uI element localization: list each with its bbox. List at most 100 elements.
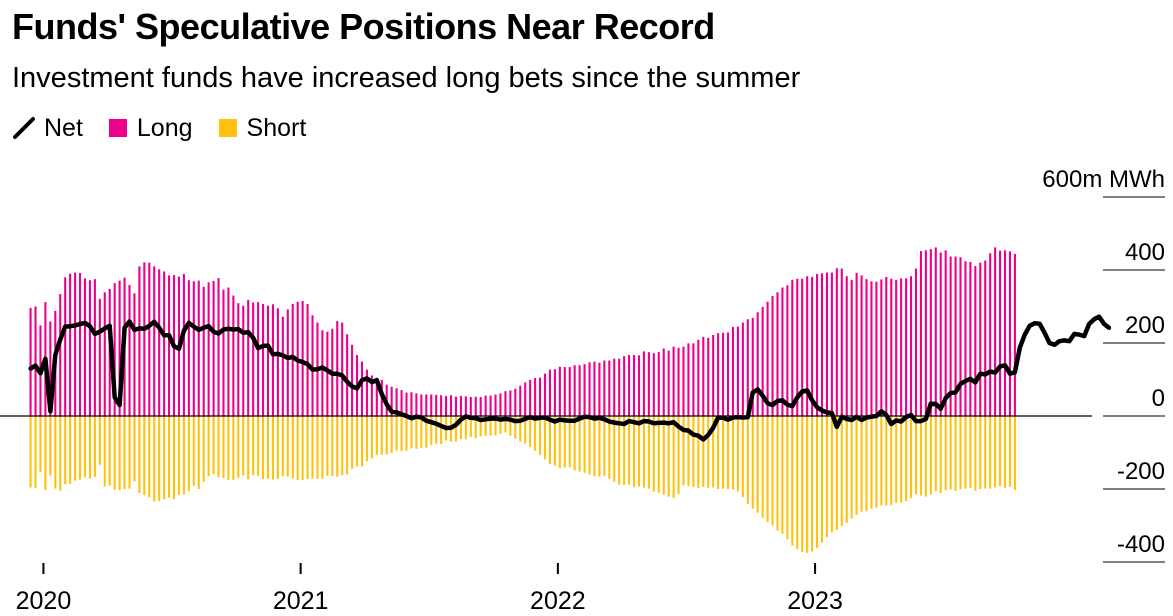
short-bar — [271, 416, 274, 480]
long-bar — [657, 352, 660, 416]
long-bar — [662, 348, 665, 416]
short-bar — [776, 416, 779, 531]
short-bar — [885, 416, 888, 506]
long-bar — [712, 334, 715, 416]
short-bar — [994, 416, 997, 488]
long-bar — [326, 331, 329, 416]
short-bar — [187, 416, 190, 492]
long-bar — [855, 272, 858, 416]
long-bar — [301, 301, 304, 416]
y-tick-label: 400 — [1125, 239, 1165, 266]
short-bar — [954, 416, 957, 491]
long-bar — [479, 397, 482, 416]
short-bar — [341, 416, 344, 476]
short-bar — [291, 416, 294, 479]
long-bar — [816, 274, 819, 416]
net-line — [28, 314, 1112, 442]
long-bar — [885, 276, 888, 416]
long-bar — [514, 388, 517, 416]
short-bar — [405, 416, 408, 451]
short-bar — [276, 416, 279, 479]
short-bar — [281, 416, 284, 477]
short-bar — [301, 416, 304, 480]
long-bar — [934, 247, 937, 416]
short-bar — [816, 416, 819, 548]
short-bar — [509, 416, 512, 436]
long-bar — [588, 362, 591, 416]
long-bar — [840, 268, 843, 416]
short-bar — [321, 416, 324, 479]
long-bar — [766, 301, 769, 416]
long-bar — [242, 305, 245, 416]
long-bar — [534, 378, 537, 416]
short-bar — [707, 416, 710, 488]
long-bar — [365, 369, 368, 416]
long-bar — [543, 373, 547, 416]
short-bar — [539, 416, 542, 456]
long-bar — [153, 266, 156, 416]
long-bar — [1008, 251, 1012, 416]
short-bar — [306, 416, 309, 480]
long-bar — [707, 337, 710, 416]
short-bar — [39, 416, 42, 473]
long-bar — [291, 303, 294, 416]
short-bar — [98, 416, 101, 465]
long-bar — [341, 322, 344, 416]
long-bar — [346, 334, 349, 416]
chart-legend: Net Long Short — [12, 113, 332, 143]
short-bar — [172, 416, 176, 500]
long-bar — [865, 279, 868, 416]
long-bar — [410, 392, 413, 416]
long-bar — [736, 326, 739, 416]
short-bar — [390, 416, 393, 453]
long-bar — [375, 377, 378, 416]
long-bar — [801, 278, 804, 416]
short-bar — [791, 416, 794, 546]
chart-subtitle: Investment funds have increased long bet… — [12, 62, 801, 94]
long-bar — [860, 275, 863, 416]
long-bar — [74, 272, 77, 416]
short-bar — [128, 416, 131, 489]
short-bar — [900, 416, 903, 503]
legend-short-swatch — [218, 119, 237, 137]
short-bar — [820, 416, 824, 543]
long-bar — [944, 250, 947, 416]
long-bar — [529, 379, 532, 416]
long-bar — [608, 360, 611, 416]
short-bar — [697, 416, 700, 488]
long-bar — [731, 326, 735, 416]
long-bar — [845, 276, 848, 416]
long-bar — [128, 284, 131, 416]
long-bar — [954, 256, 957, 416]
long-bar — [682, 346, 685, 416]
short-bar — [44, 416, 47, 491]
short-bar — [479, 416, 482, 437]
long-bar — [69, 273, 72, 416]
short-bar — [227, 416, 230, 481]
long-bar — [138, 266, 141, 416]
short-bar — [840, 416, 843, 527]
short-bar — [489, 416, 492, 436]
short-bar — [207, 416, 210, 477]
long-bar — [811, 276, 814, 416]
short-bar — [558, 416, 561, 469]
short-bar — [148, 416, 151, 498]
x-tick-label: 2023 — [787, 587, 843, 615]
short-bar — [880, 416, 883, 506]
long-bar — [702, 336, 705, 416]
y-tick-label: 200 — [1125, 312, 1165, 339]
short-bar — [88, 416, 91, 479]
long-bar — [568, 367, 571, 416]
long-bar — [360, 361, 364, 416]
short-bar — [588, 416, 591, 475]
short-bar — [712, 416, 715, 488]
long-bar — [583, 364, 586, 416]
long-bar — [306, 303, 309, 416]
short-bar — [756, 416, 759, 513]
y-tick-label: -400 — [1117, 531, 1165, 558]
legend-label-long: Long — [136, 113, 193, 142]
long-bar — [435, 394, 438, 416]
long-bar — [806, 276, 809, 416]
long-bar — [420, 394, 423, 416]
short-bar — [628, 416, 631, 485]
